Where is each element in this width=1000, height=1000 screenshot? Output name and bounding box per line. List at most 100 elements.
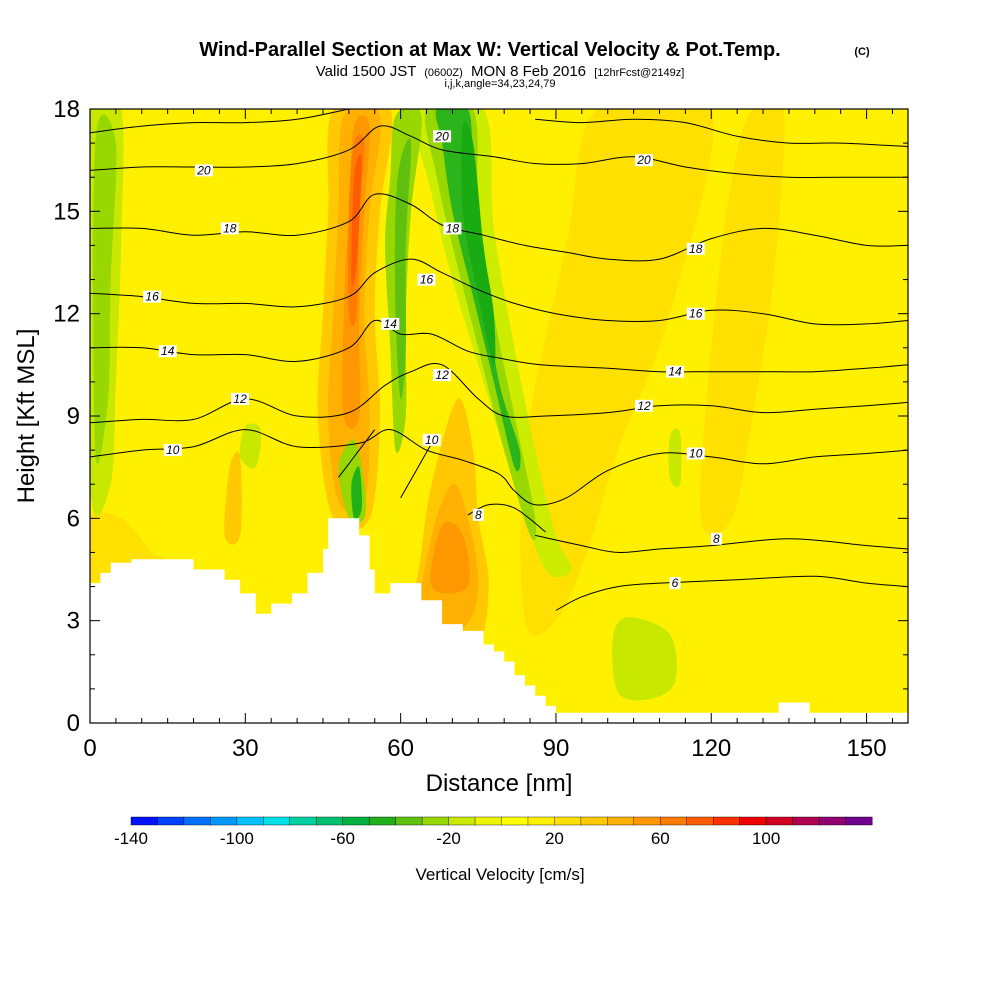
contour-label-bg bbox=[472, 508, 484, 521]
colorbar-bin bbox=[686, 816, 714, 826]
contour-label: 10 bbox=[689, 447, 703, 461]
downdraft-band bbox=[612, 617, 677, 701]
contour-label-bg bbox=[635, 154, 653, 167]
updraft-band bbox=[351, 153, 362, 286]
contour-label-bg bbox=[686, 307, 705, 320]
contour-label: 8 bbox=[713, 532, 720, 546]
colorbar-bin bbox=[580, 816, 608, 826]
updraft-band bbox=[520, 109, 714, 637]
x-tick-label: 120 bbox=[691, 735, 731, 762]
contour-label: 16 bbox=[145, 290, 159, 304]
contour-label: 14 bbox=[384, 317, 398, 331]
y-tick-label: 6 bbox=[67, 505, 80, 532]
colorbar-tick-label: -60 bbox=[330, 829, 355, 848]
contour-label-bg bbox=[710, 532, 722, 545]
updraft-band bbox=[700, 109, 785, 536]
colorbar-bin bbox=[818, 816, 847, 826]
colorbar-bin bbox=[395, 816, 423, 826]
x-tick-label: 0 bbox=[83, 735, 96, 762]
downdraft-band bbox=[394, 138, 412, 400]
theta-contour bbox=[90, 429, 908, 506]
updraft-band bbox=[224, 451, 242, 545]
theta-contour bbox=[90, 193, 908, 262]
contour-label-bg bbox=[194, 164, 213, 177]
y-tick-label: 0 bbox=[67, 710, 80, 737]
contour-label-bg bbox=[220, 222, 239, 235]
contour-label-bg bbox=[686, 447, 705, 460]
contour-label-bg bbox=[433, 369, 452, 382]
colorbar-tick-label: 100 bbox=[752, 829, 780, 848]
x-tick-label: 150 bbox=[847, 735, 887, 762]
colorbar-bin bbox=[368, 816, 397, 826]
colorbar-bin bbox=[130, 816, 158, 826]
contour-label-bg bbox=[666, 365, 684, 378]
colorbar-bin bbox=[183, 816, 211, 826]
subtitle-fcst: [12hrFcst@2149z] bbox=[594, 67, 684, 79]
downdraft-band bbox=[239, 423, 262, 469]
contour-label: 18 bbox=[689, 242, 703, 256]
colorbar-bin bbox=[527, 816, 555, 826]
colorbar-bin bbox=[607, 816, 635, 826]
colorbar-bin bbox=[236, 816, 264, 826]
theta-contour bbox=[400, 443, 433, 499]
theta-contour bbox=[535, 118, 908, 147]
contour-label: 10 bbox=[425, 433, 439, 447]
theta-contour bbox=[90, 109, 349, 134]
chart-subtitle2: i,j,k,angle=34,23,24,79 bbox=[444, 78, 555, 90]
colorbar-label: Vertical Velocity [cm/s] bbox=[415, 865, 584, 884]
contour-label-bg bbox=[635, 399, 653, 412]
plot-area: 20 18 16 14 12 10 20 18 16 14 12 10 8 20 18 16 14 12 10 8 6 bbox=[90, 109, 908, 723]
subtitle-utc: (0600Z) bbox=[424, 67, 463, 79]
contour-label: 16 bbox=[420, 273, 434, 287]
contour-label-bg bbox=[381, 317, 400, 330]
y-axis-label: Height [Kft MSL] bbox=[13, 329, 40, 504]
theta-contour bbox=[338, 429, 376, 478]
colorbar-bin bbox=[739, 816, 767, 826]
downdraft-band bbox=[461, 120, 496, 365]
axes: 0 30 60 90 120 150 0 3 6 9 12 15 18 bbox=[53, 96, 908, 762]
colorbar-tick-label: 20 bbox=[545, 829, 564, 848]
terrain-fill bbox=[90, 518, 908, 723]
subtitle-date: MON 8 Feb 2016 bbox=[471, 63, 586, 80]
y-tick-label: 3 bbox=[67, 608, 80, 635]
contour-label-bg bbox=[669, 577, 681, 590]
colorbar-tick-label: -140 bbox=[114, 829, 148, 848]
downdraft-band bbox=[93, 114, 117, 465]
theta-contour bbox=[90, 258, 908, 326]
x-tick-label: 30 bbox=[232, 735, 259, 762]
downdraft-band bbox=[351, 466, 363, 520]
colorbar-bin bbox=[713, 816, 741, 826]
contour-label-bg bbox=[163, 444, 182, 457]
contour-label: 6 bbox=[672, 576, 679, 590]
x-tick-label: 60 bbox=[387, 735, 414, 762]
theta-contour bbox=[535, 534, 908, 553]
colorbar-bin bbox=[633, 816, 661, 826]
colorbar-bin bbox=[421, 816, 450, 826]
colorbar-bin bbox=[263, 816, 291, 826]
y-tick-label: 9 bbox=[67, 403, 80, 430]
colorbar-tick-label: -20 bbox=[436, 829, 461, 848]
theta-contour bbox=[90, 319, 908, 373]
colorbar-bin bbox=[210, 816, 238, 826]
contour-label: 16 bbox=[689, 307, 703, 321]
contour-label: 12 bbox=[233, 392, 247, 406]
colorbar-bin bbox=[157, 816, 185, 826]
theta-contour bbox=[90, 125, 908, 178]
subtitle-main: Valid 1500 JST bbox=[316, 63, 416, 80]
y-tick-label: 12 bbox=[53, 301, 80, 328]
colorbar-bin bbox=[792, 816, 820, 826]
contour-label-bg bbox=[422, 433, 441, 446]
colorbar-tick-label: -100 bbox=[220, 829, 254, 848]
updraft-band bbox=[430, 521, 470, 594]
contour-label: 18 bbox=[223, 221, 237, 235]
contour-label: 12 bbox=[637, 399, 651, 413]
chart-subtitle: Valid 1500 JST (0600Z) MON 8 Feb 2016 [1… bbox=[316, 63, 685, 80]
contour-label: 20 bbox=[434, 129, 449, 143]
contour-label-bg bbox=[417, 273, 436, 286]
colorbar-bin bbox=[765, 816, 794, 826]
x-axis-label: Distance [nm] bbox=[426, 770, 573, 797]
contour-label-bg bbox=[686, 242, 705, 255]
x-tick-label: 90 bbox=[543, 735, 570, 762]
terrain bbox=[90, 518, 908, 723]
